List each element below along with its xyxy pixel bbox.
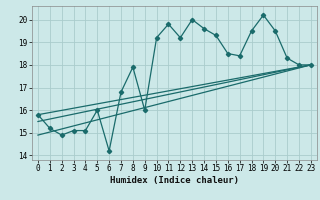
X-axis label: Humidex (Indice chaleur): Humidex (Indice chaleur) <box>110 176 239 185</box>
